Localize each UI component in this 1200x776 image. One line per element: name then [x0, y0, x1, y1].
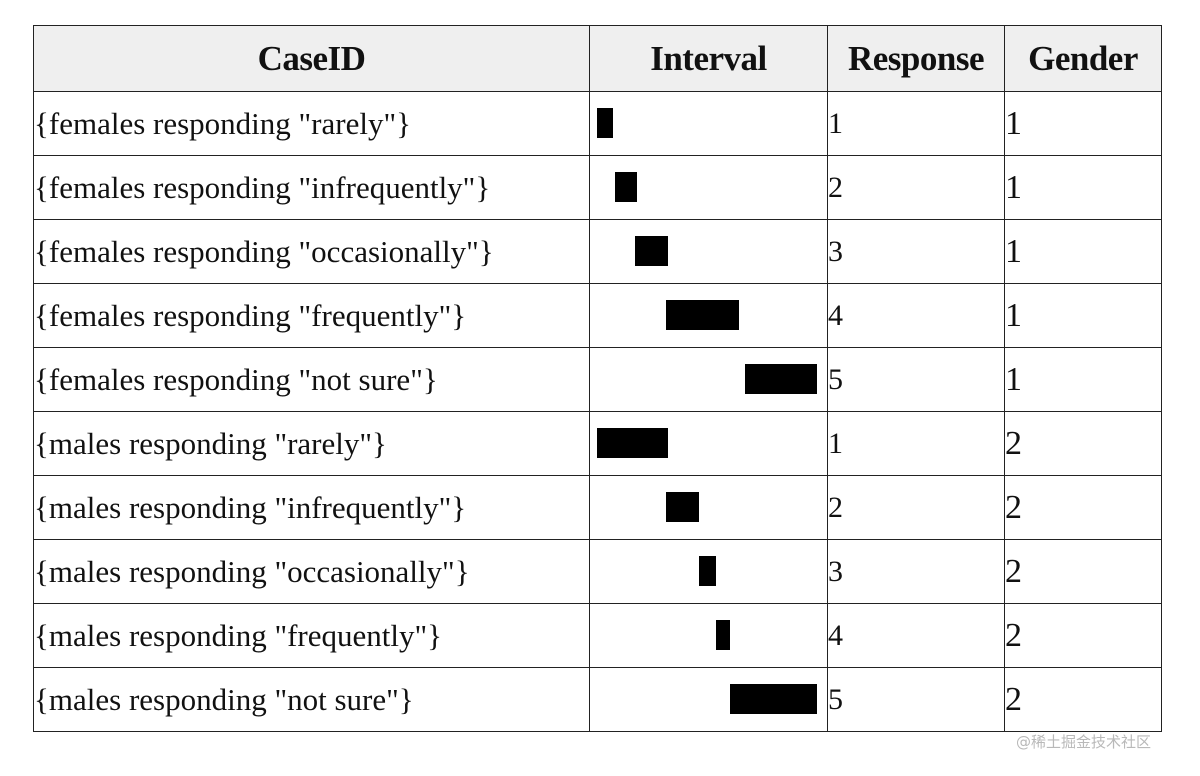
gender-cell: 1: [1004, 91, 1162, 156]
interval-cell: [589, 347, 828, 412]
interval-bar: [634, 236, 669, 266]
response-cell: 1: [827, 411, 1005, 476]
case-id-cell: {females responding "frequently"}: [33, 283, 590, 348]
gender-cell: 2: [1004, 667, 1162, 732]
interval-cell: [589, 475, 828, 540]
table-row: {males responding "frequently"} 4 2: [33, 603, 1162, 668]
case-id-cell: {females responding "infrequently"}: [33, 155, 590, 220]
interval-bar: [665, 300, 740, 330]
watermark: @稀土掘金技术社区: [1016, 733, 1152, 751]
case-id-cell: {males responding "frequently"}: [33, 603, 590, 668]
gender-cell: 1: [1004, 283, 1162, 348]
table-row: {females responding "infrequently"} 2 1: [33, 155, 1162, 220]
response-cell: 2: [827, 475, 1005, 540]
interval-cell: [589, 603, 828, 668]
interval-bar: [730, 684, 817, 714]
gender-cell: 2: [1004, 475, 1162, 540]
table-row: {females responding "occasionally"} 3 1: [33, 219, 1162, 284]
interval-cell: [589, 411, 828, 476]
case-id-cell: {males responding "rarely"}: [33, 411, 590, 476]
gender-cell: 2: [1004, 539, 1162, 604]
gender-cell: 2: [1004, 603, 1162, 668]
gender-cell: 1: [1004, 155, 1162, 220]
header-interval: Interval: [589, 25, 828, 92]
gender-cell: 2: [1004, 411, 1162, 476]
gender-cell: 1: [1004, 219, 1162, 284]
response-cell: 2: [827, 155, 1005, 220]
response-cell: 3: [827, 219, 1005, 284]
interval-bar: [744, 364, 817, 394]
interval-cell: [589, 667, 828, 732]
case-id-cell: {females responding "occasionally"}: [33, 219, 590, 284]
response-cell: 4: [827, 283, 1005, 348]
interval-bar: [699, 556, 716, 586]
response-cell: 5: [827, 347, 1005, 412]
header-row: CaseID Interval Response Gender: [33, 25, 1162, 92]
case-id-cell: {males responding "infrequently"}: [33, 475, 590, 540]
gender-cell: 1: [1004, 347, 1162, 412]
case-id-cell: {females responding "not sure"}: [33, 347, 590, 412]
interval-cell: [589, 155, 828, 220]
header-response: Response: [827, 25, 1005, 92]
interval-cell: [589, 283, 828, 348]
interval-cell: [589, 539, 828, 604]
table-row: {males responding "not sure"} 5 2: [33, 667, 1162, 732]
table-row: {males responding "rarely"} 1 2: [33, 411, 1162, 476]
response-cell: 4: [827, 603, 1005, 668]
interval-bar: [597, 428, 669, 458]
interval-bar: [715, 620, 731, 650]
response-cell: 5: [827, 667, 1005, 732]
header-gender: Gender: [1004, 25, 1162, 92]
interval-cell: [589, 219, 828, 284]
table-row: {females responding "not sure"} 5 1: [33, 347, 1162, 412]
interval-bar: [614, 172, 637, 202]
response-cell: 3: [827, 539, 1005, 604]
table-row: {females responding "rarely"} 1 1: [33, 91, 1162, 156]
response-cell: 1: [827, 91, 1005, 156]
interval-bar: [597, 108, 613, 138]
table-row: {females responding "frequently"} 4 1: [33, 283, 1162, 348]
interval-bar: [665, 492, 700, 522]
table-row: {males responding "infrequently"} 2 2: [33, 475, 1162, 540]
interval-cell: [589, 91, 828, 156]
header-caseid: CaseID: [33, 25, 590, 92]
case-table: CaseID Interval Response Gender {females…: [33, 25, 1162, 732]
table-row: {males responding "occasionally"} 3 2: [33, 539, 1162, 604]
case-id-cell: {males responding "not sure"}: [33, 667, 590, 732]
case-id-cell: {males responding "occasionally"}: [33, 539, 590, 604]
case-id-cell: {females responding "rarely"}: [33, 91, 590, 156]
